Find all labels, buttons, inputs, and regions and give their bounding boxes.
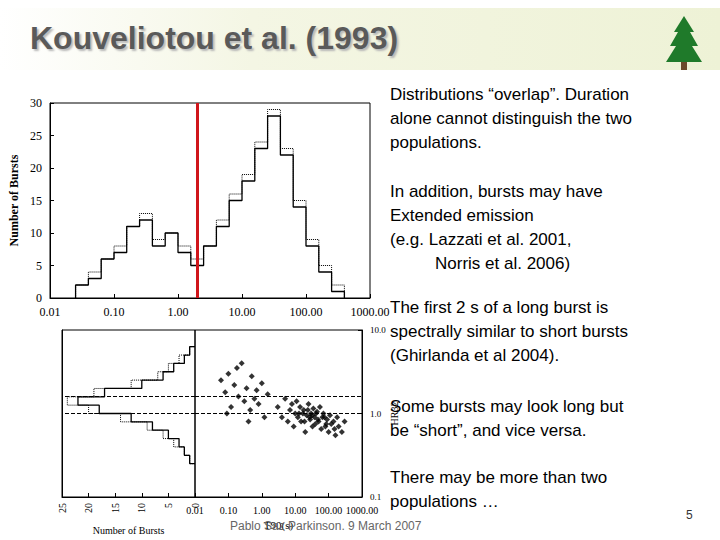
svg-text:10.00: 10.00: [229, 305, 256, 319]
html-text:Pablo Saz Parkinson. 9 March 2: Pablo Saz Parkinson. 9 March 2007: [230, 519, 422, 533]
svg-text:10: 10: [136, 503, 147, 513]
html-text:spectrally similar to short bu: spectrally similar to short bursts: [390, 322, 629, 341]
html-text:Distributions “overlap”. Durat: Distributions “overlap”. Duration: [390, 85, 629, 104]
html-text:alone cannot distinguish the t: alone cannot distinguish the two: [390, 109, 632, 128]
svg-text:20: 20: [83, 503, 94, 513]
html-text:(Ghirlanda et al 2004).: (Ghirlanda et al 2004).: [390, 346, 560, 365]
svg-text:25: 25: [57, 503, 68, 513]
svg-text:20: 20: [30, 161, 42, 175]
svg-text:100.00: 100.00: [315, 505, 343, 516]
svg-text:0.01: 0.01: [40, 305, 61, 319]
svg-text:30: 30: [30, 96, 42, 110]
svg-text:10.0: 10.0: [370, 325, 386, 335]
svg-text:15: 15: [30, 194, 42, 208]
svg-text:1000.00: 1000.00: [346, 505, 379, 516]
svg-text:0.10: 0.10: [220, 505, 238, 516]
svg-text:0.1: 0.1: [370, 492, 381, 502]
svg-text:Number of Bursts: Number of Bursts: [93, 525, 165, 536]
svg-text:0: 0: [36, 291, 42, 305]
html-text:(e.g. Lazzati et al. 2001,: (e.g. Lazzati et al. 2001,: [390, 230, 572, 249]
html-text:In addition, bursts may have: In addition, bursts may have: [390, 182, 603, 201]
html-text:populations.: populations.: [390, 133, 482, 152]
svg-text:10.00: 10.00: [284, 505, 307, 516]
svg-text:Number of Bursts: Number of Bursts: [7, 154, 21, 246]
html-text:5: 5: [686, 508, 693, 522]
svg-text:1.00: 1.00: [168, 305, 189, 319]
svg-text:5: 5: [163, 503, 174, 508]
html-text:There may be more than two: There may be more than two: [390, 468, 608, 487]
html-text:Norris et al. 2006): Norris et al. 2006): [435, 254, 571, 273]
svg-text:10: 10: [30, 226, 42, 240]
svg-text:0.10: 0.10: [104, 305, 125, 319]
svg-text:1.00: 1.00: [253, 505, 271, 516]
svg-text:25: 25: [30, 129, 42, 143]
html-text:populations …: populations …: [390, 492, 499, 511]
html-text:Kouveliotou et al. (1993): Kouveliotou et al. (1993): [30, 20, 399, 56]
svg-text:5: 5: [36, 259, 42, 273]
html-text:The first 2 s of a long burst: The first 2 s of a long burst is: [390, 298, 609, 317]
html-text:be “short”, and vice versa.: be “short”, and vice versa.: [390, 421, 587, 440]
svg-text:1000.00: 1000.00: [351, 305, 390, 319]
svg-text:100.00: 100.00: [290, 305, 323, 319]
html-text:Some bursts may look long but: Some bursts may look long but: [390, 397, 624, 416]
html-text:Extended emission: Extended emission: [390, 206, 534, 225]
svg-text:15: 15: [110, 503, 121, 513]
svg-text:1.0: 1.0: [370, 409, 382, 419]
svg-text:0.01: 0.01: [186, 505, 204, 516]
